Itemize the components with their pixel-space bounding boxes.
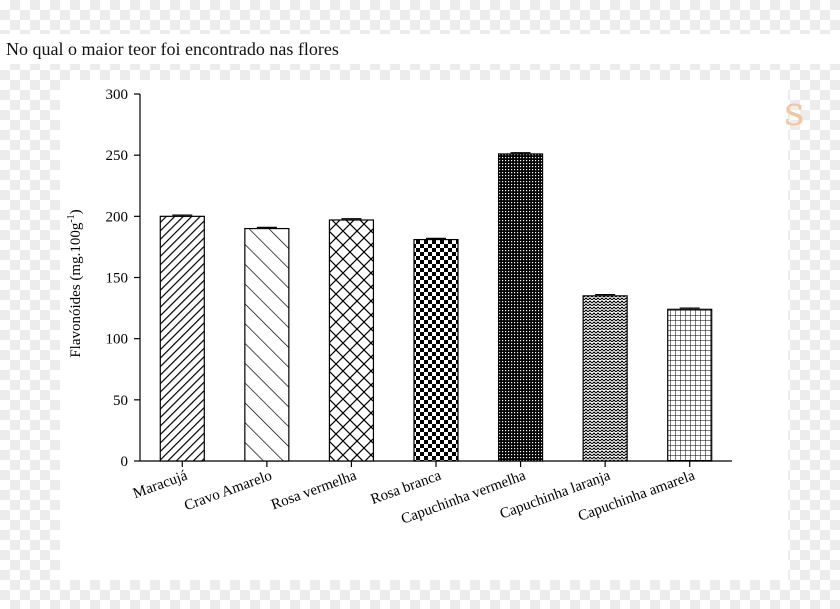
bar [497,153,544,462]
page-caption: No qual o maior teor foi encontrado nas … [0,34,840,64]
bar [667,308,713,462]
y-tick-label: 250 [106,148,129,164]
y-tick-label: 0 [121,454,129,470]
y-tick-label: 100 [106,332,129,348]
y-tick-label: 200 [106,209,129,225]
chart-bars [159,152,713,462]
bar [159,215,205,462]
x-tick-label: Rosa vermelha [269,468,359,514]
bar [582,295,628,462]
chart-axes: 0 50 100 150 200 250 300 Flavonóides (mg.100g-1… [66,87,732,470]
bar [413,238,459,462]
bar [328,219,375,462]
y-axis-label: Flavonóides (mg.100g-1) [66,209,84,357]
bar [244,227,290,462]
x-tick-label: Maracujá [131,468,190,503]
y-tick-label: 150 [106,271,129,287]
x-tick-label: Cravo Amarelo [182,468,274,515]
y-tick-label: 50 [113,393,128,409]
watermark-glyph: s [784,89,805,135]
y-tick-label: 300 [106,87,129,103]
